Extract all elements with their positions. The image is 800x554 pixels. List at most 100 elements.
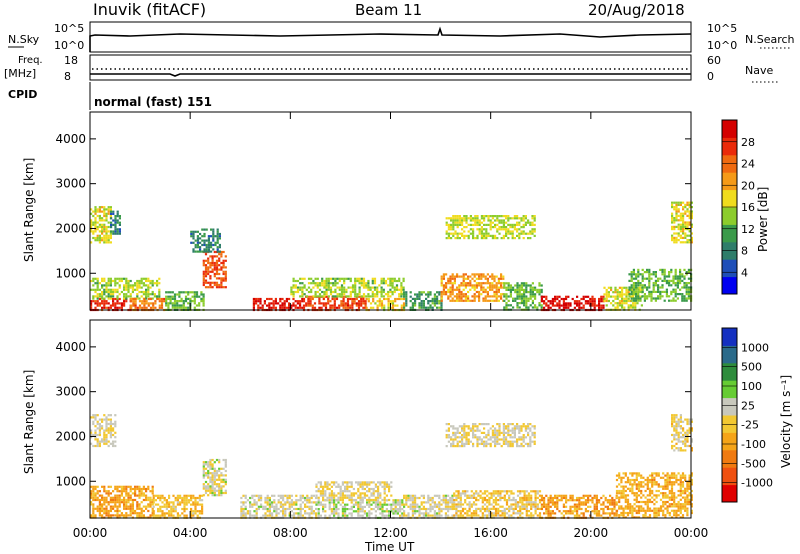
- power-cell: [336, 286, 339, 289]
- velocity-cell: [344, 512, 347, 515]
- velocity-cell: [297, 499, 300, 502]
- velocity-cell: [246, 510, 249, 513]
- power-cell: [224, 275, 227, 278]
- power-cell: [118, 221, 121, 224]
- power-cell: [323, 286, 326, 289]
- velocity-cell: [282, 503, 285, 506]
- power-cell: [460, 290, 463, 294]
- power-cell: [96, 288, 99, 291]
- power-cell: [129, 295, 132, 298]
- power-cell: [101, 279, 104, 283]
- velocity-cell: [403, 512, 406, 515]
- power-cell: [429, 291, 432, 294]
- power-cell: [652, 273, 655, 276]
- power-cell: [493, 299, 496, 302]
- power-cell: [216, 246, 219, 249]
- power-cell: [497, 299, 500, 302]
- power-cell: [687, 282, 690, 285]
- velocity-cell: [257, 507, 260, 511]
- velocity-cell: [486, 501, 489, 504]
- velocity-cell: [218, 489, 221, 492]
- velocity-cell: [317, 496, 320, 499]
- power-cell: [402, 279, 405, 283]
- velocity-cell: [516, 423, 519, 426]
- power-cell: [507, 295, 510, 298]
- power-cell: [487, 234, 490, 237]
- power-cell: [96, 293, 99, 296]
- power-cell: [118, 284, 121, 287]
- power-cell: [425, 306, 428, 309]
- power-cell: [469, 232, 472, 235]
- power-cell: [445, 286, 448, 289]
- power-cell: [440, 275, 443, 278]
- power-cell: [679, 288, 682, 291]
- power-cell: [402, 288, 405, 291]
- velocity-cell: [401, 512, 404, 515]
- velocity-cell: [341, 494, 344, 497]
- velocity-cell: [266, 496, 269, 500]
- velocity-cell: [372, 487, 375, 491]
- power-cell: [158, 304, 161, 307]
- velocity-cell: [411, 503, 414, 506]
- velocity-cell: [461, 503, 465, 506]
- power-cell: [94, 217, 97, 220]
- power-cell: [205, 239, 208, 242]
- velocity-cell: [418, 507, 421, 511]
- velocity-cell: [547, 512, 550, 515]
- velocity-cell: [456, 431, 459, 434]
- power-cell: [125, 295, 128, 298]
- power-cell: [285, 297, 288, 301]
- velocity-cell: [538, 514, 542, 517]
- power-cell: [216, 237, 219, 240]
- velocity-cell: [123, 490, 126, 493]
- velocity-cell: [494, 512, 498, 515]
- power-cell: [365, 282, 368, 285]
- power-cell: [311, 304, 314, 307]
- power-cell: [442, 293, 445, 296]
- power-cell: [627, 291, 630, 294]
- velocity-cell: [536, 507, 539, 510]
- velocity-cell: [301, 496, 304, 500]
- velocity-cell: [118, 509, 121, 513]
- power-cell: [480, 237, 483, 240]
- velocity-cell: [444, 507, 447, 511]
- velocity-cell: [527, 501, 531, 504]
- power-cell: [202, 300, 205, 303]
- velocity-cell: [394, 499, 397, 502]
- velocity-cell: [101, 507, 104, 510]
- power-cell: [467, 297, 470, 300]
- velocity-cell: [414, 494, 417, 497]
- power-cell: [296, 288, 300, 291]
- velocity-cell: [518, 438, 521, 441]
- velocity-cell: [543, 496, 546, 500]
- power-cell: [301, 297, 304, 301]
- power-cell: [194, 230, 197, 233]
- velocity-cell: [538, 494, 542, 497]
- velocity-cell: [157, 507, 160, 511]
- power-cell: [527, 219, 530, 222]
- velocity-cell: [324, 494, 327, 497]
- power-cell: [218, 250, 221, 253]
- power-cell: [440, 282, 443, 285]
- velocity-cell: [510, 503, 513, 506]
- velocity-cell: [516, 438, 519, 441]
- power-cell: [616, 306, 619, 309]
- power-cell: [130, 300, 133, 303]
- power-cell: [305, 302, 308, 305]
- velocity-cell: [467, 434, 470, 437]
- velocity-cell: [475, 499, 478, 502]
- power-cell: [442, 286, 445, 289]
- velocity-cell: [337, 485, 340, 488]
- power-cell: [307, 300, 310, 303]
- power-cell: [497, 286, 500, 289]
- power-cell: [495, 299, 498, 302]
- velocity-cell: [344, 481, 347, 484]
- power-cell: [109, 284, 112, 287]
- velocity-cell: [140, 514, 143, 517]
- power-cell: [109, 295, 112, 298]
- velocity-cell: [547, 514, 550, 517]
- power-cell: [98, 241, 101, 244]
- velocity-cell: [494, 436, 497, 439]
- velocity-cell: [390, 508, 393, 511]
- power-cell: [116, 282, 119, 285]
